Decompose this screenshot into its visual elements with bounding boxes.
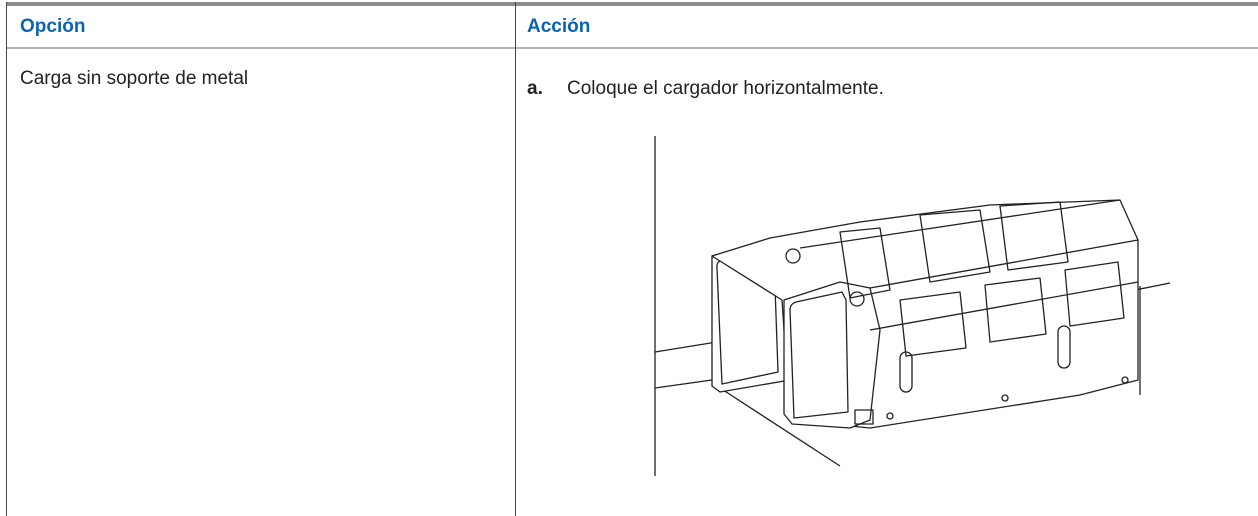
step-marker: a. xyxy=(527,78,543,99)
charger-illustration xyxy=(654,136,1171,476)
top-border xyxy=(6,2,1258,6)
header-separator xyxy=(6,47,1258,49)
column-header: Acción xyxy=(527,16,591,37)
step-text: Coloque el cargador horizontalmente. xyxy=(567,78,884,99)
column-header: Opción xyxy=(20,16,86,37)
option-text: Carga sin soporte de metal xyxy=(20,68,249,89)
